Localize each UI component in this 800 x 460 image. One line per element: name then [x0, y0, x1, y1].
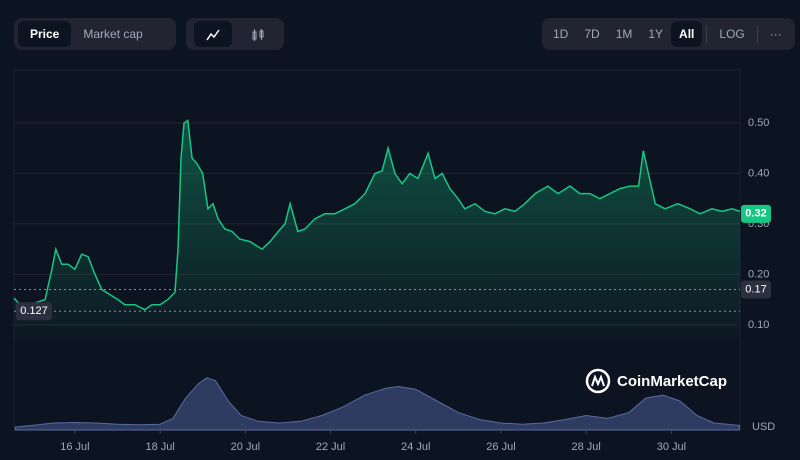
- price-line: [13, 119, 741, 311]
- x-tick-label: 18 Jul: [145, 441, 174, 453]
- price-area: [14, 120, 740, 340]
- y-tick-label: 0.10: [748, 319, 769, 331]
- range-toggle: 1D 7D 1M 1Y All LOG ···: [542, 18, 795, 50]
- range-button[interactable]: All: [671, 21, 703, 47]
- last-price-label: 0.32: [745, 208, 766, 220]
- separator: [706, 25, 708, 43]
- brand-text: CoinMarketCap: [617, 373, 727, 390]
- range-button[interactable]: 7D: [584, 27, 600, 41]
- currency-label: USD: [752, 421, 775, 433]
- log-button[interactable]: LOG: [719, 27, 745, 41]
- price-button[interactable]: Price: [18, 21, 72, 47]
- watermark: CoinMarketCap: [585, 368, 727, 394]
- y-tick-label: 0.40: [748, 167, 769, 179]
- candle-icon: [252, 28, 263, 41]
- x-tick-label: 26 Jul: [486, 441, 515, 453]
- view-toggle: Price Market cap: [14, 18, 176, 50]
- line-icon: [205, 29, 220, 41]
- last-price-box: [741, 204, 771, 223]
- y-tick-label: 0.50: [748, 117, 769, 129]
- range-button[interactable]: 1D: [553, 27, 569, 41]
- market-cap-button[interactable]: Market cap: [83, 27, 143, 41]
- x-tick-label: 20 Jul: [231, 441, 260, 453]
- volume-area: [14, 377, 741, 431]
- candle-chart-button[interactable]: [239, 21, 277, 47]
- x-tick-label: 24 Jul: [401, 441, 430, 453]
- range-button[interactable]: 1Y: [648, 27, 664, 41]
- y-tick-label: 0.20: [748, 268, 769, 280]
- reference-label-box: [741, 280, 771, 299]
- x-tick-label: 28 Jul: [572, 441, 601, 453]
- x-tick-label: 16 Jul: [60, 441, 89, 453]
- separator: [756, 25, 758, 43]
- reference-label: 0.127: [20, 305, 48, 317]
- range-button[interactable]: 1M: [615, 27, 633, 41]
- chart-style-toggle: [186, 18, 284, 50]
- reference-label: 0.17: [745, 283, 766, 295]
- x-tick-label: 22 Jul: [316, 441, 345, 453]
- line-chart-button[interactable]: [193, 21, 232, 47]
- x-tick-label: 30 Jul: [657, 441, 686, 453]
- reference-label-box: [16, 302, 52, 321]
- more-button[interactable]: ···: [769, 27, 782, 41]
